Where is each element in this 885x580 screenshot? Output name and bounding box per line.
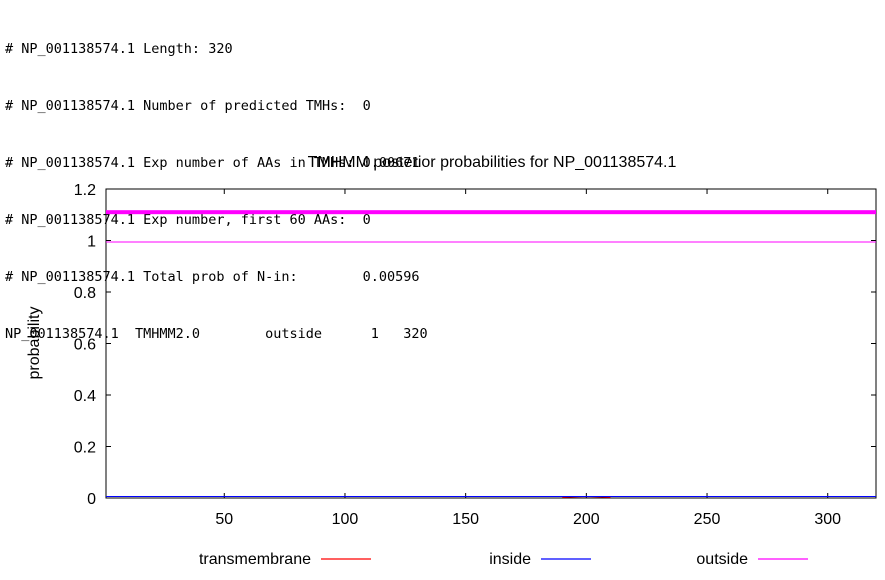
summary-line-predicted-tmhs: # NP_001138574.1 Number of predicted TMH… bbox=[5, 98, 371, 114]
y-axis-label: probability bbox=[26, 307, 43, 380]
y-tick-label: 0 bbox=[87, 491, 96, 508]
x-tick-label: 200 bbox=[573, 511, 600, 528]
summary-line-topology: NP_001138574.1 TMHMM2.0 outside 1 320 bbox=[5, 326, 428, 342]
x-tick-label: 50 bbox=[215, 511, 233, 528]
x-tick-label: 250 bbox=[694, 511, 721, 528]
plot-frame bbox=[105, 188, 877, 499]
y-tick-label: 0.4 bbox=[74, 388, 96, 405]
summary-line-exp-aas: # NP_001138574.1 Exp number of AAs in TM… bbox=[5, 155, 420, 171]
x-tick-label: 100 bbox=[332, 511, 359, 528]
x-tick-label: 150 bbox=[452, 511, 479, 528]
summary-line-first-60: # NP_001138574.1 Exp number, first 60 AA… bbox=[5, 212, 371, 228]
topology-band-outside bbox=[106, 210, 876, 215]
y-tick-label: 0.2 bbox=[74, 440, 96, 457]
y-tick-label: 1 bbox=[87, 234, 96, 251]
x-tick-label: 300 bbox=[814, 511, 841, 528]
y-tick-label: 0.8 bbox=[74, 285, 96, 302]
chart-title: TMHMM posterior probabilities for NP_001… bbox=[308, 154, 677, 171]
legend-label-transmembrane: transmembrane bbox=[199, 551, 311, 568]
legend-label-outside: outside bbox=[696, 551, 748, 568]
tmhmm-summary: # NP_001138574.1 Length: 320 # NP_001138… bbox=[5, 2, 428, 363]
legend-label-inside: inside bbox=[489, 551, 531, 568]
y-tick-label: 1.2 bbox=[74, 182, 96, 199]
summary-line-length: # NP_001138574.1 Length: 320 bbox=[5, 41, 233, 57]
summary-line-n-in: # NP_001138574.1 Total prob of N-in: 0.0… bbox=[5, 269, 420, 285]
y-tick-label: 0.6 bbox=[74, 337, 96, 354]
